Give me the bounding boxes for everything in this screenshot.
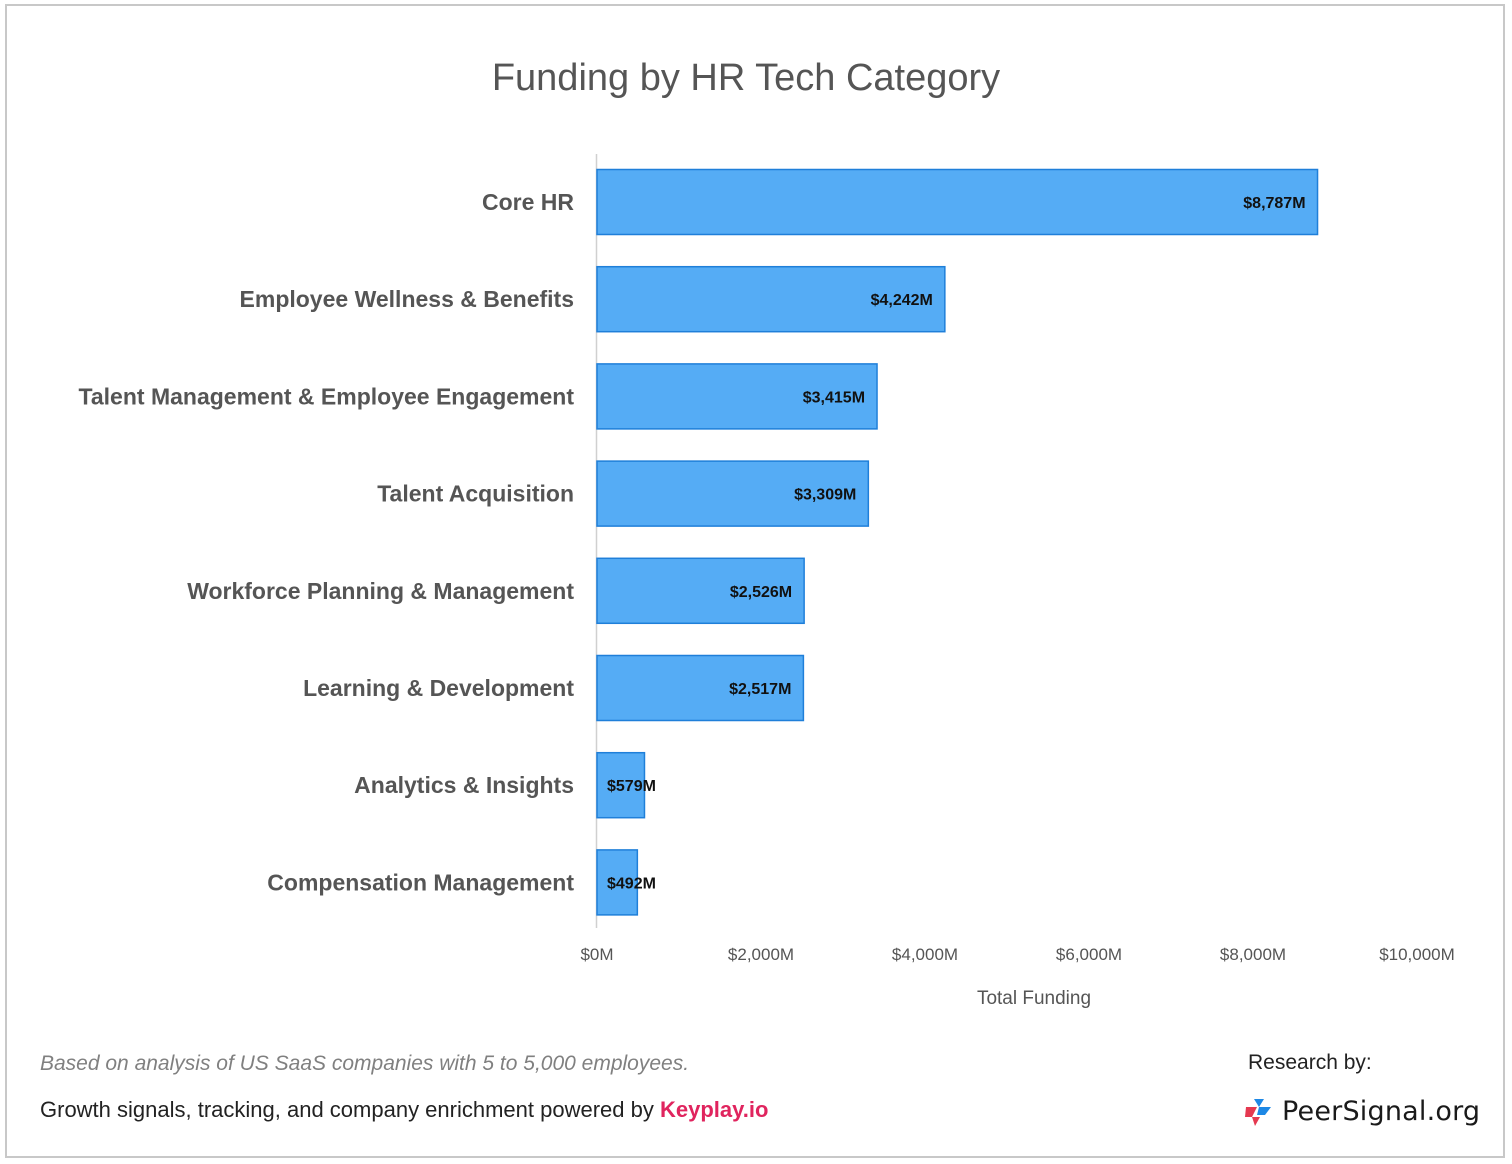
- x-tick-label: $6,000M: [1056, 945, 1122, 964]
- x-tick-label: $4,000M: [892, 945, 958, 964]
- bar[interactable]: [596, 557, 805, 625]
- bar[interactable]: [596, 751, 646, 819]
- category-label: Workforce Planning & Management: [187, 578, 574, 604]
- bar[interactable]: [596, 654, 805, 722]
- bar-value-label: $3,415M: [803, 389, 865, 406]
- category-label: Core HR: [482, 189, 574, 215]
- category-label: Compensation Management: [267, 869, 574, 895]
- x-axis-title: Total Funding: [977, 988, 1091, 1009]
- bar[interactable]: [596, 363, 878, 430]
- bar[interactable]: [596, 460, 870, 527]
- bar[interactable]: [596, 849, 639, 916]
- category-label: Employee Wellness & Benefits: [240, 286, 574, 312]
- bars-layer: Core HR $8,787M Employee Wellness & Benefi…: [79, 168, 1319, 916]
- bar-value-label: $579M: [607, 778, 656, 795]
- bar-value-label: $2,526M: [730, 584, 792, 601]
- category-label: Learning & Development: [303, 675, 574, 701]
- x-tick-labels: $0M $2,000M $4,000M $6,000M $8,000M $10,000M: [580, 945, 1454, 964]
- peersignal-brand-name: PeerSignal.org: [1282, 1095, 1481, 1127]
- research-by-label: Research by:: [1248, 1051, 1372, 1074]
- x-tick-label: $0M: [580, 945, 613, 964]
- bar-value-label: $2,517M: [729, 681, 791, 698]
- peersignal-logo-icon: [1245, 1099, 1271, 1126]
- x-tick-label: $8,000M: [1220, 945, 1286, 964]
- bar-value-label: $3,309M: [794, 487, 856, 504]
- bar-chart: Funding by HR Tech Category Core HR $8,78…: [79, 57, 1455, 1009]
- bar-value-label: $8,787M: [1243, 195, 1305, 212]
- powered-by-label: Growth signals, tracking, and company en…: [40, 1097, 660, 1122]
- category-label: Talent Acquisition: [377, 481, 574, 507]
- keyplay-link[interactable]: Keyplay.io: [659, 1097, 769, 1122]
- bar-value-label: $492M: [607, 875, 656, 892]
- category-label: Talent Management & Employee Engagement: [79, 383, 575, 409]
- bar[interactable]: [596, 265, 946, 333]
- peersignal-brand[interactable]: PeerSignal.org: [1243, 1093, 1480, 1129]
- powered-by-text: Growth signals, tracking, and company en…: [40, 1097, 768, 1123]
- category-label: Analytics & Insights: [354, 772, 574, 798]
- bar[interactable]: [596, 168, 1319, 236]
- x-tick-label: $2,000M: [728, 945, 794, 964]
- footnote: Based on analysis of US SaaS companies w…: [40, 1052, 690, 1075]
- x-tick-label: $10,000M: [1379, 945, 1455, 964]
- chart-title: Funding by HR Tech Category: [492, 57, 1000, 99]
- bar-value-label: $4,242M: [871, 292, 933, 309]
